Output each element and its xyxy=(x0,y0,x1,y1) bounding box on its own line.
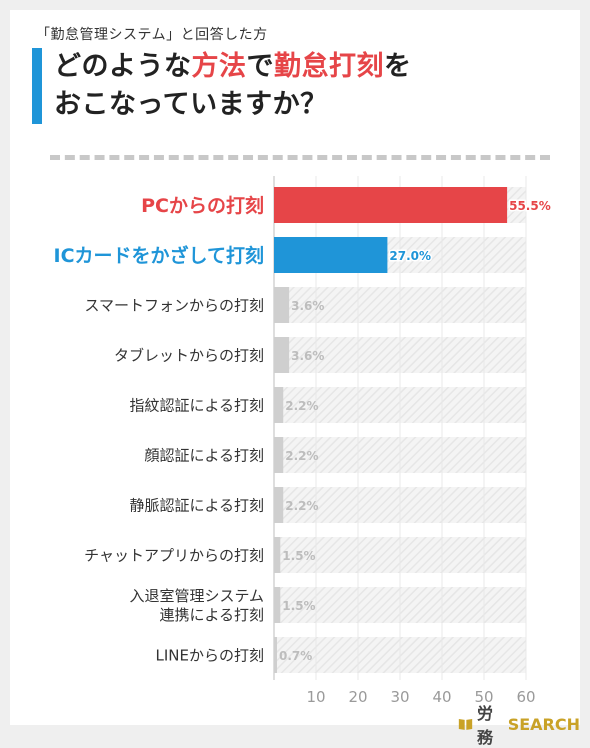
value-label-2: 3.6% xyxy=(291,299,324,313)
title-part-e: を xyxy=(384,51,412,82)
title-highlight-clockin: 勤怠打刻 xyxy=(274,51,384,82)
value-label-0: 55.5% xyxy=(509,199,551,213)
category-label-6: 静脈認証による打刻 xyxy=(129,496,264,514)
bar-0 xyxy=(274,187,508,223)
title-part-a: どのような xyxy=(54,51,192,82)
x-tick-label-1: 20 xyxy=(348,688,367,706)
category-label-2: スマートフォンからの打刻 xyxy=(84,296,264,314)
value-label-8: 1.5% xyxy=(282,599,315,613)
category-label-6-line-0: 静脈認証による打刻 xyxy=(129,496,264,514)
title-line-1: どのような方法で勤怠打刻を xyxy=(54,48,412,86)
category-label-5: 顔認証による打刻 xyxy=(144,446,264,464)
chart-card: 「勤怠管理システム」と回答した方 どのような方法で勤怠打刻を おこなっていますか… xyxy=(10,10,580,747)
category-label-8-line-0: 入退室管理システム xyxy=(129,587,264,605)
bar-3 xyxy=(274,337,290,373)
category-label-7: チャットアプリからの打刻 xyxy=(84,546,264,564)
brand-name-jp: 労務 xyxy=(477,704,494,747)
value-label-7: 1.5% xyxy=(282,549,315,563)
category-label-8-line-1: 連携による打刻 xyxy=(159,606,264,624)
category-label-1: ICカードをかざして打刻 xyxy=(54,244,264,267)
category-label-9: LINEからの打刻 xyxy=(156,646,264,664)
category-label-4-line-0: 指紋認証による打刻 xyxy=(129,396,264,414)
title-part-c: で xyxy=(246,51,274,82)
bar-1 xyxy=(274,237,388,273)
category-label-9-line-0: LINEからの打刻 xyxy=(156,646,264,664)
value-label-9: 0.7% xyxy=(279,649,312,663)
brand-logo: 労務 SEARCH xyxy=(458,700,580,748)
bar-4 xyxy=(274,387,284,423)
value-label-6: 2.2% xyxy=(285,499,318,513)
bar-2 xyxy=(274,287,290,323)
bar-8 xyxy=(274,587,281,623)
title-accent-bar xyxy=(32,48,42,124)
category-label-1-line-0: ICカードをかざして打刻 xyxy=(54,244,264,267)
book-icon xyxy=(458,718,473,730)
brand-name-en: SEARCH xyxy=(507,714,580,734)
x-tick-label-4: 50 xyxy=(474,688,493,706)
category-label-8: 入退室管理システム連携による打刻 xyxy=(129,587,264,624)
x-tick-label-5: 60 xyxy=(516,688,535,706)
category-label-2-line-0: スマートフォンからの打刻 xyxy=(84,296,264,314)
x-tick-label-0: 10 xyxy=(306,688,325,706)
category-label-0-line-0: PCからの打刻 xyxy=(141,194,264,217)
dashed-divider xyxy=(50,155,550,160)
survey-subtitle: 「勤怠管理システム」と回答した方 xyxy=(36,27,268,43)
value-label-1: 27.0% xyxy=(389,249,431,263)
bar-7 xyxy=(274,537,281,573)
title-line-2: おこなっていますか？ xyxy=(54,89,328,120)
x-tick-label-2: 30 xyxy=(390,688,409,706)
category-label-3: タブレットからの打刻 xyxy=(114,346,264,364)
bar-chart: 10 20 30 40 50 60 55.5% PCからの打刻 27.0% ICカードをかざして… xyxy=(54,176,552,706)
x-tick-label-3: 40 xyxy=(432,688,451,706)
category-label-0: PCからの打刻 xyxy=(141,194,264,217)
category-label-3-line-0: タブレットからの打刻 xyxy=(114,346,264,364)
bar-5 xyxy=(274,437,284,473)
chart-title: どのような方法で勤怠打刻を おこなっていますか？ xyxy=(54,48,412,124)
bar-9 xyxy=(274,637,277,673)
value-label-4: 2.2% xyxy=(285,399,318,413)
category-label-5-line-0: 顔認証による打刻 xyxy=(144,446,264,464)
title-highlight-method: 方法 xyxy=(191,51,247,82)
value-label-3: 3.6% xyxy=(291,349,324,363)
bar-6 xyxy=(274,487,284,523)
category-label-4: 指紋認証による打刻 xyxy=(129,396,264,414)
value-label-5: 2.2% xyxy=(285,449,318,463)
category-label-7-line-0: チャットアプリからの打刻 xyxy=(84,546,264,564)
